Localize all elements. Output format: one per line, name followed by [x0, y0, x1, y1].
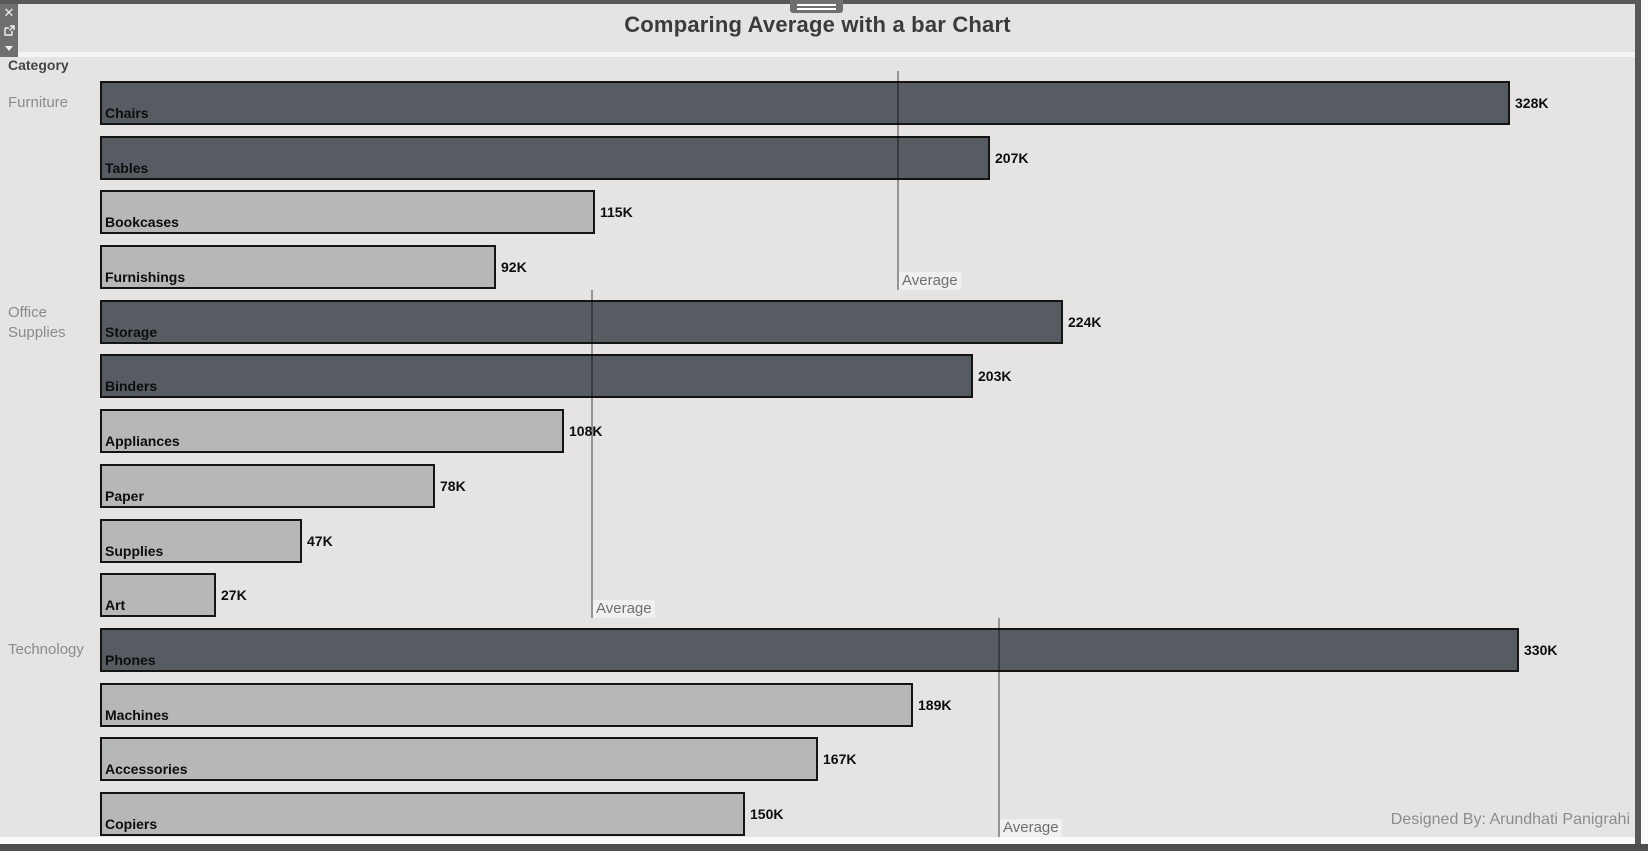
bar-paper[interactable]: Paper [100, 464, 435, 508]
footer-credit: Designed By: Arundhati Panigrahi [1390, 811, 1630, 828]
category-label-office-supplies: Office Supplies [8, 304, 66, 341]
bar-copiers[interactable]: Copiers [100, 792, 745, 836]
average-line-label: Average [593, 600, 655, 618]
average-line-label: Average [899, 272, 961, 290]
close-icon[interactable]: ✕ [3, 5, 15, 20]
bar-label: Furnishings [105, 269, 186, 285]
value-label: 108K [569, 423, 603, 439]
value-label: 203K [978, 368, 1012, 384]
floating-toolbar: ✕ [0, 4, 18, 57]
bar-label: Storage [105, 324, 158, 340]
average-reference-line [591, 290, 593, 618]
average-reference-line [897, 71, 899, 290]
bar-supplies[interactable]: Supplies [100, 519, 302, 563]
drag-handle-grip [797, 4, 836, 6]
bar-machines[interactable]: Machines [100, 683, 913, 727]
open-external-icon[interactable] [3, 25, 15, 37]
bar-accessories[interactable]: Accessories [100, 737, 818, 781]
value-label: 47K [307, 533, 333, 549]
window-bottom-border [0, 844, 1648, 851]
bar-label: Tables [105, 160, 149, 176]
value-label: 78K [440, 478, 466, 494]
value-label: 115K [600, 204, 633, 220]
bar-phones[interactable]: Phones [100, 628, 1519, 672]
bar-label: Copiers [105, 816, 158, 832]
value-label: 328K [1515, 95, 1549, 111]
bar-label: Phones [105, 652, 156, 668]
category-label-technology: Technology [8, 641, 84, 658]
bar-tables[interactable]: Tables [100, 136, 990, 180]
bar-art[interactable]: Art [100, 573, 216, 617]
bar-label: Appliances [105, 433, 180, 449]
value-label: 330K [1524, 642, 1558, 658]
bar-label: Paper [105, 488, 144, 504]
bar-binders[interactable]: Binders [100, 354, 973, 398]
chevron-down-icon[interactable] [3, 42, 15, 54]
bar-appliances[interactable]: Appliances [100, 409, 564, 453]
bar-chairs[interactable]: Chairs [100, 81, 1510, 125]
chart-title: Comparing Average with a bar Chart [624, 12, 1011, 37]
average-reference-line [998, 618, 1000, 837]
title-separator [0, 52, 1635, 57]
window-right-margin [1641, 0, 1648, 851]
value-label: 92K [501, 259, 527, 275]
value-label: 150K [750, 806, 784, 822]
bar-label: Accessories [105, 761, 188, 777]
drag-handle-grip [797, 8, 836, 10]
bar-storage[interactable]: Storage [100, 300, 1063, 344]
average-line-label: Average [1000, 819, 1062, 837]
bar-furnishings[interactable]: Furnishings [100, 245, 496, 289]
bar-label: Chairs [105, 105, 149, 121]
drag-handle[interactable] [790, 0, 843, 13]
bar-bookcases[interactable]: Bookcases [100, 190, 595, 234]
value-label: 224K [1068, 314, 1102, 330]
window-bottom-margin [0, 837, 1635, 844]
bar-label: Machines [105, 707, 169, 723]
bar-label: Bookcases [105, 214, 179, 230]
value-label: 189K [918, 697, 952, 713]
bar-label: Supplies [105, 543, 164, 559]
category-axis-header: Category [8, 57, 69, 73]
value-label: 27K [221, 587, 247, 603]
bar-label: Binders [105, 378, 158, 394]
bar-label: Art [105, 597, 126, 613]
value-label: 207K [995, 150, 1029, 166]
category-label-furniture: Furniture [8, 94, 69, 111]
value-label: 167K [823, 751, 857, 767]
window-right-border [1635, 0, 1641, 845]
